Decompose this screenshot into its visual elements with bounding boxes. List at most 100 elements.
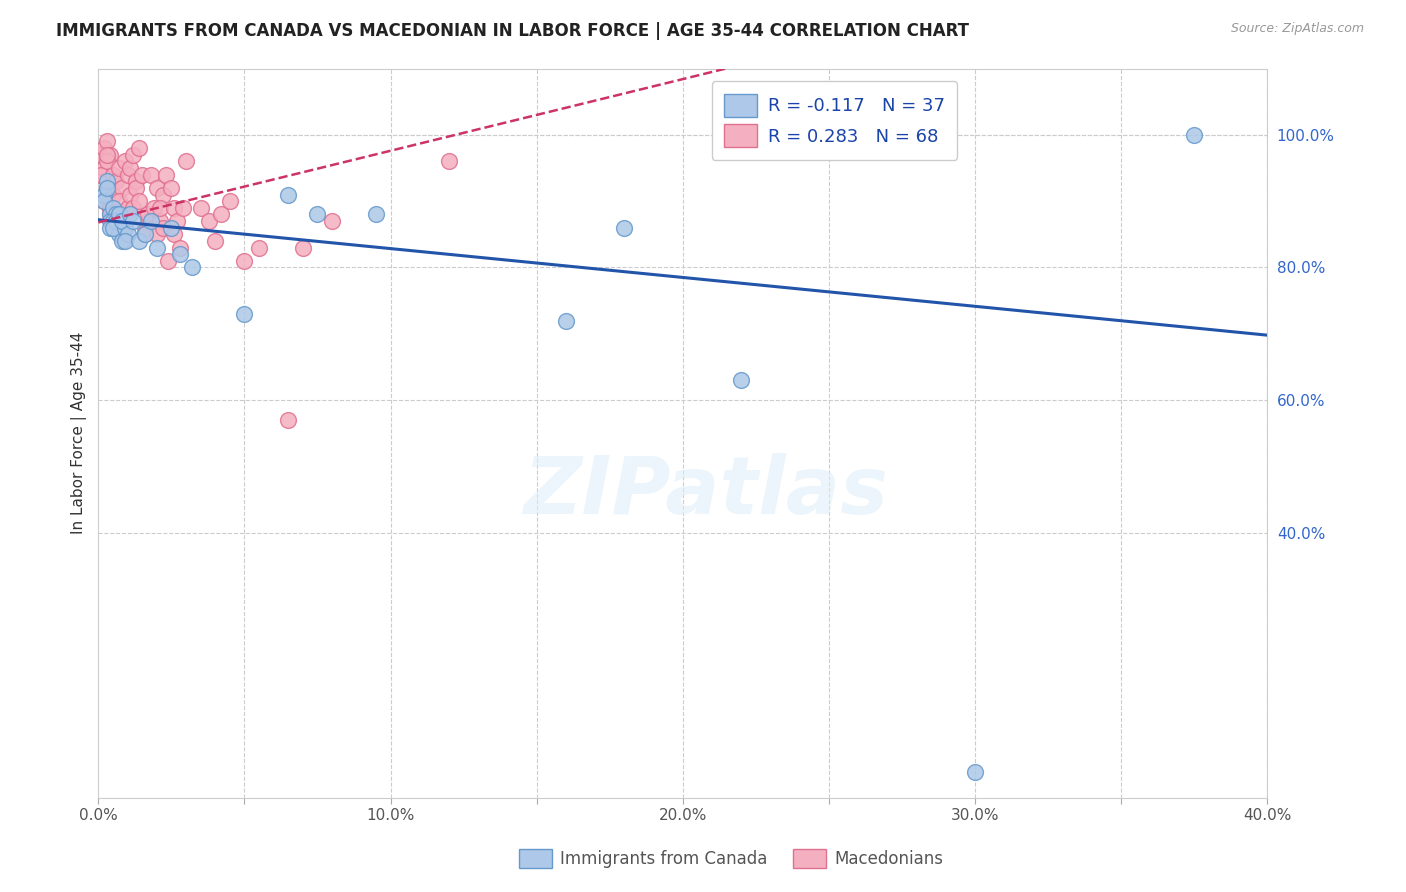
Point [233,253,256,268]
Point [128,194,150,209]
Point [149,201,172,215]
Point [166,214,188,228]
Legend: R = -0.117   N = 37, R = 0.283   N = 68: R = -0.117 N = 37, R = 0.283 N = 68 [711,81,957,160]
Point [204,234,226,248]
Point [120,207,142,221]
Point [134,227,156,242]
Point [90,147,112,161]
Point [163,227,186,242]
Point [136,214,159,228]
Point [117,168,139,182]
Point [93,187,115,202]
Point [117,227,139,242]
Point [152,187,174,202]
Point [198,214,221,228]
Point [149,214,172,228]
Point [190,201,212,215]
Point [554,313,576,327]
Point [90,168,112,182]
Point [131,168,153,182]
Point [125,174,148,188]
Point [111,234,134,248]
Point [114,220,136,235]
Point [104,214,127,228]
Point [139,214,162,228]
Point [111,207,134,221]
Point [101,187,124,202]
Point [277,413,299,427]
Point [174,154,197,169]
Y-axis label: In Labor Force | Age 35-44: In Labor Force | Age 35-44 [72,332,87,534]
Point [146,181,169,195]
Point [437,154,460,169]
Point [163,201,186,215]
Point [117,201,139,215]
Point [122,214,145,228]
Point [963,764,986,779]
Point [152,220,174,235]
Point [730,373,752,387]
Point [98,220,121,235]
Legend: Immigrants from Canada, Macedonians: Immigrants from Canada, Macedonians [512,842,950,875]
Text: ZIPatlas: ZIPatlas [523,452,889,531]
Point [218,194,240,209]
Point [169,247,191,261]
Point [96,135,118,149]
Point [101,220,124,235]
Point [180,260,202,275]
Point [107,194,129,209]
Point [128,234,150,248]
Point [233,307,256,321]
Point [96,181,118,195]
Point [128,141,150,155]
Point [1182,128,1205,142]
Point [107,207,129,221]
Point [139,168,162,182]
Point [98,207,121,221]
Point [96,154,118,169]
Point [101,168,124,182]
Point [114,234,136,248]
Point [155,168,177,182]
Point [169,241,191,255]
Point [96,147,118,161]
Point [134,227,156,242]
Point [98,201,121,215]
Point [96,174,118,188]
Point [93,194,115,209]
Point [160,220,183,235]
Point [134,220,156,235]
Point [209,207,232,221]
Point [101,201,124,215]
Point [247,241,270,255]
Point [98,201,121,215]
Point [90,168,112,182]
Point [96,181,118,195]
Point [136,207,159,221]
Point [93,161,115,175]
Point [120,161,142,175]
Text: IMMIGRANTS FROM CANADA VS MACEDONIAN IN LABOR FORCE | AGE 35-44 CORRELATION CHAR: IMMIGRANTS FROM CANADA VS MACEDONIAN IN … [56,22,969,40]
Point [104,174,127,188]
Point [101,214,124,228]
Point [122,147,145,161]
Point [125,181,148,195]
Point [120,187,142,202]
Point [122,201,145,215]
Point [146,227,169,242]
Point [160,181,183,195]
Point [96,187,118,202]
Point [172,201,194,215]
Point [107,161,129,175]
Point [291,241,314,255]
Point [93,194,115,209]
Text: Source: ZipAtlas.com: Source: ZipAtlas.com [1230,22,1364,36]
Point [111,214,134,228]
Point [142,201,165,215]
Point [157,253,180,268]
Point [277,187,299,202]
Point [98,214,121,228]
Point [98,207,121,221]
Point [613,220,636,235]
Point [364,207,387,221]
